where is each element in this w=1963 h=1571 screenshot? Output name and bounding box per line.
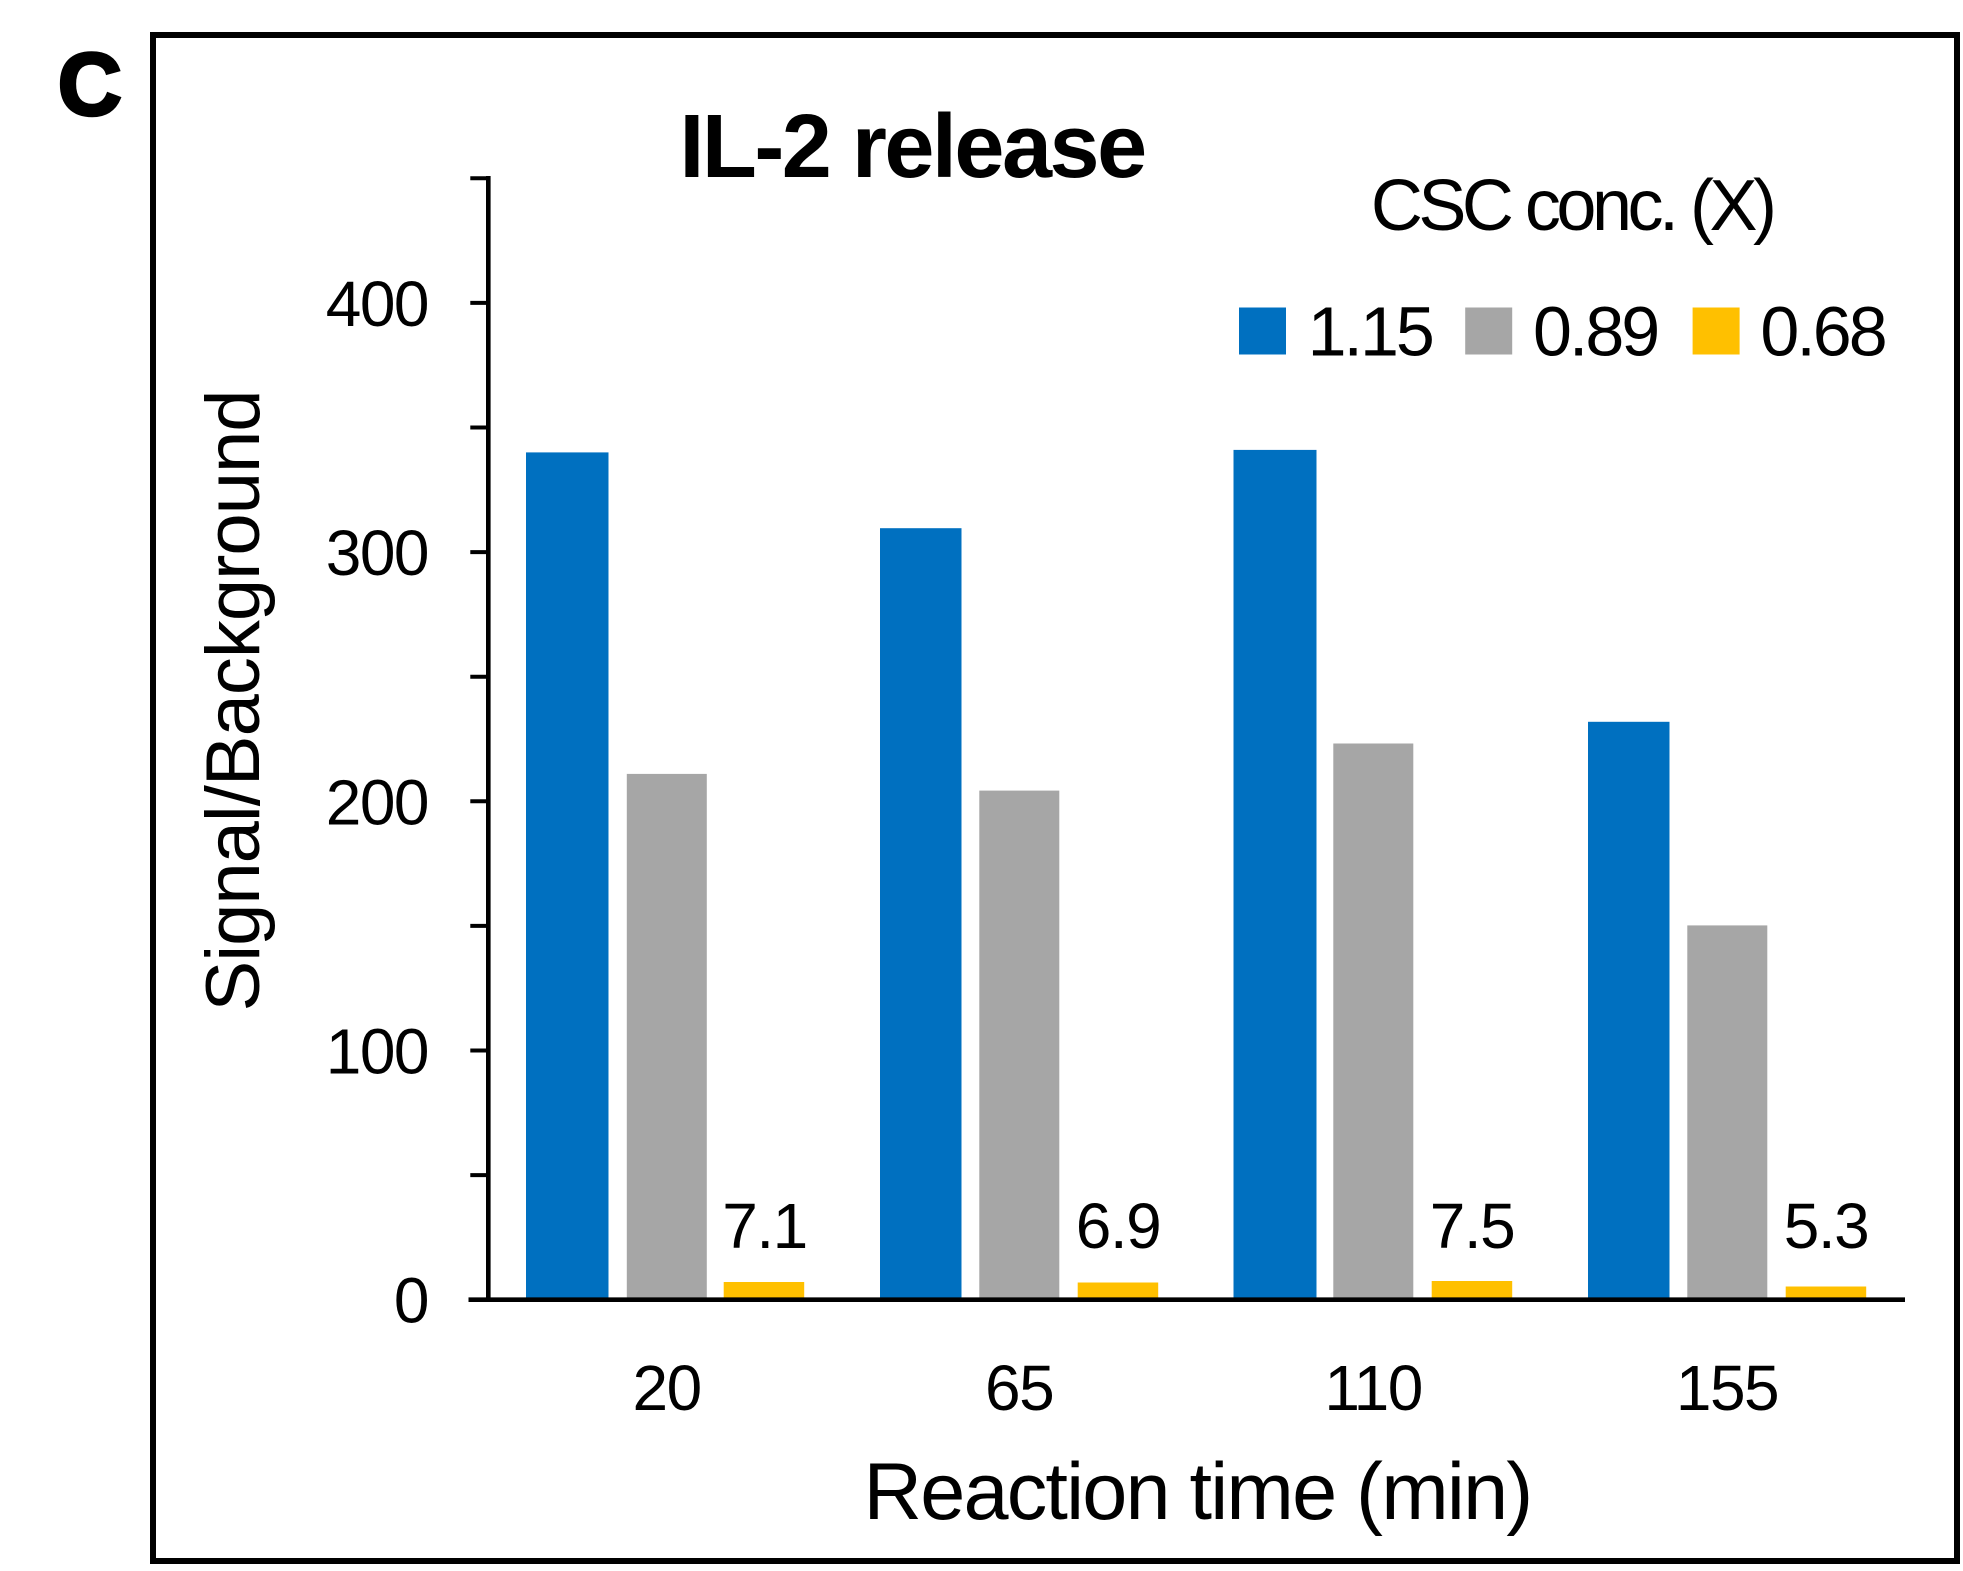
svg-text:C: C [58,35,122,134]
svg-text:200: 200 [326,766,428,838]
svg-text:400: 400 [326,268,428,340]
svg-text:65: 65 [985,1352,1053,1424]
svg-text:20: 20 [633,1352,701,1424]
svg-text:6.9: 6.9 [1076,1190,1160,1262]
svg-text:0: 0 [394,1265,428,1337]
svg-text:1.15: 1.15 [1308,292,1432,370]
svg-text:155: 155 [1676,1352,1778,1424]
svg-text:Reaction time (min): Reaction time (min) [864,1447,1532,1537]
svg-text:IL-2 release: IL-2 release [679,97,1144,197]
svg-text:CSC conc. (X): CSC conc. (X) [1371,166,1773,246]
svg-text:110: 110 [1324,1352,1422,1424]
svg-text:7.5: 7.5 [1430,1190,1514,1262]
svg-text:300: 300 [326,517,428,589]
svg-text:Signal/Background: Signal/Background [191,391,276,1012]
svg-text:0.68: 0.68 [1760,292,1884,370]
svg-text:100: 100 [326,1016,428,1088]
svg-text:0.89: 0.89 [1533,292,1657,370]
svg-text:7.1: 7.1 [722,1190,806,1262]
svg-text:5.3: 5.3 [1784,1190,1868,1262]
